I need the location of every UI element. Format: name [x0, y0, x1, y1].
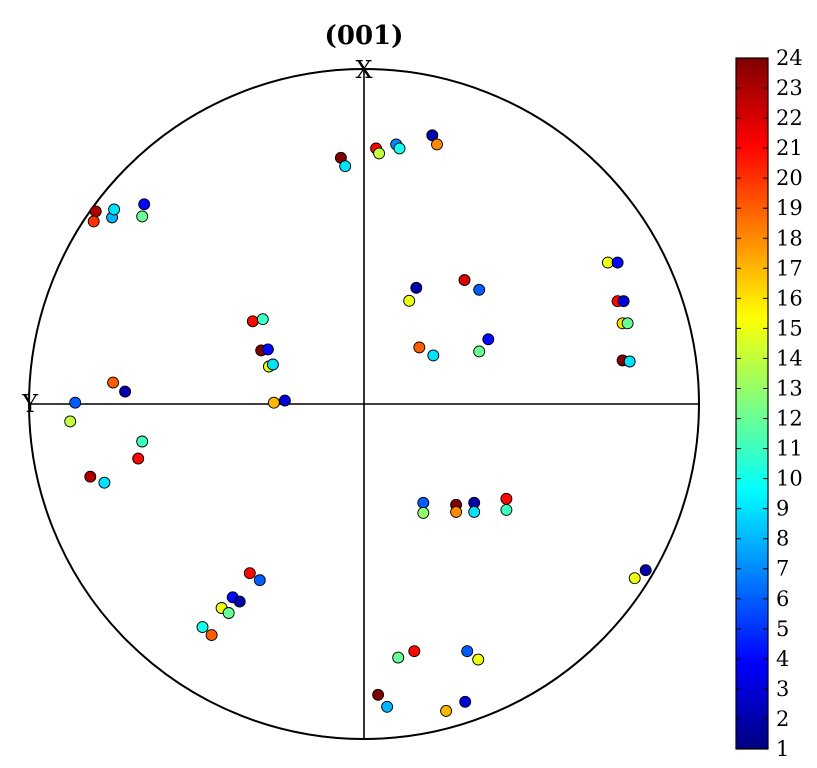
data-point-12 [108, 203, 121, 216]
colorbar-tick-label-10: 10 [776, 467, 803, 491]
data-point-54 [500, 503, 513, 516]
data-point-70 [381, 700, 394, 713]
colorbar-tick-label-16: 16 [776, 286, 803, 310]
colorbar-tick-label-22: 22 [776, 106, 803, 130]
data-point-10 [87, 215, 100, 228]
data-point-24 [611, 256, 624, 269]
data-point-55 [639, 564, 652, 577]
data-point-56 [628, 572, 641, 585]
data-point-19 [413, 341, 426, 354]
data-point-72 [459, 695, 472, 708]
data-point-36 [266, 358, 279, 371]
data-point-28 [621, 317, 634, 330]
data-point-58 [253, 574, 266, 587]
colorbar-tick-label-1: 1 [776, 737, 789, 761]
colorbar-tick-label-5: 5 [776, 617, 789, 641]
data-point-43 [136, 435, 149, 448]
colorbar-tick-label-14: 14 [776, 346, 803, 370]
colorbar-tick-label-8: 8 [776, 527, 789, 551]
data-point-62 [222, 607, 235, 619]
data-point-71 [440, 704, 453, 717]
colorbar-tick-label-13: 13 [776, 376, 803, 400]
colorbar-frame [735, 57, 769, 750]
data-point-68 [472, 653, 485, 666]
data-point-37 [267, 396, 280, 409]
data-point-45 [84, 470, 97, 483]
chart-title: (001) [325, 21, 404, 51]
data-point-8 [431, 138, 443, 151]
data-point-44 [132, 452, 145, 465]
data-point-52 [468, 505, 481, 518]
data-point-69 [372, 688, 385, 701]
plot-area: X Y [21, 56, 700, 740]
colorbar-gradient [736, 58, 768, 749]
colorbar-tick-label-12: 12 [776, 407, 803, 431]
data-point-64 [205, 629, 218, 642]
colorbar-tick-label-24: 24 [776, 46, 803, 70]
colorbar-tick-label-7: 7 [776, 557, 789, 581]
data-point-66 [408, 645, 421, 658]
data-point-47 [417, 496, 430, 509]
data-point-50 [450, 505, 463, 518]
data-point-63 [196, 621, 209, 634]
data-point-53 [500, 492, 513, 505]
data-point-31 [246, 315, 259, 328]
colorbar-tick-label-19: 19 [776, 196, 803, 220]
data-point-26 [617, 295, 630, 308]
data-point-40 [119, 385, 132, 398]
colorbar-tick-label-3: 3 [776, 677, 789, 701]
colorbar-tick-label-2: 2 [776, 707, 789, 731]
data-point-67 [461, 645, 474, 658]
data-point-6 [393, 142, 406, 155]
data-point-32 [256, 313, 269, 326]
data-point-13 [136, 210, 149, 223]
colorbar-tick-label-23: 23 [776, 76, 803, 100]
data-point-4 [373, 147, 386, 160]
data-point-42 [64, 415, 77, 428]
data-point-38 [278, 394, 291, 407]
data-point-18 [473, 283, 486, 296]
data-points [64, 129, 652, 717]
data-point-16 [403, 294, 416, 307]
data-point-9 [89, 205, 102, 218]
data-point-20 [427, 349, 440, 362]
colorbar-tick-label-15: 15 [776, 316, 803, 340]
data-point-46 [98, 476, 111, 489]
colorbar-tick-label-9: 9 [776, 497, 789, 521]
data-point-14 [138, 198, 151, 211]
data-point-17 [458, 274, 471, 287]
data-point-15 [410, 281, 423, 294]
colorbar-tick-label-6: 6 [776, 587, 789, 611]
colorbar-tick-label-21: 21 [776, 136, 803, 160]
colorbar-tick-label-18: 18 [776, 226, 803, 250]
data-point-30 [623, 355, 636, 368]
data-point-34 [261, 343, 274, 356]
y-direction-label: Y [21, 390, 39, 418]
data-point-21 [473, 345, 486, 358]
colorbar-tick-label-17: 17 [776, 256, 803, 280]
data-point-57 [243, 567, 256, 580]
colorbar-tick-label-20: 20 [776, 166, 803, 190]
data-point-39 [107, 376, 120, 389]
colorbar-tick-label-11: 11 [776, 437, 803, 461]
colorbar-tick-label-4: 4 [776, 647, 789, 671]
x-direction-label: X [355, 56, 372, 84]
data-point-2 [339, 160, 352, 173]
data-point-65 [392, 651, 405, 664]
data-point-60 [233, 595, 246, 608]
data-point-41 [69, 396, 82, 409]
data-point-48 [417, 506, 430, 519]
data-point-22 [482, 333, 495, 346]
